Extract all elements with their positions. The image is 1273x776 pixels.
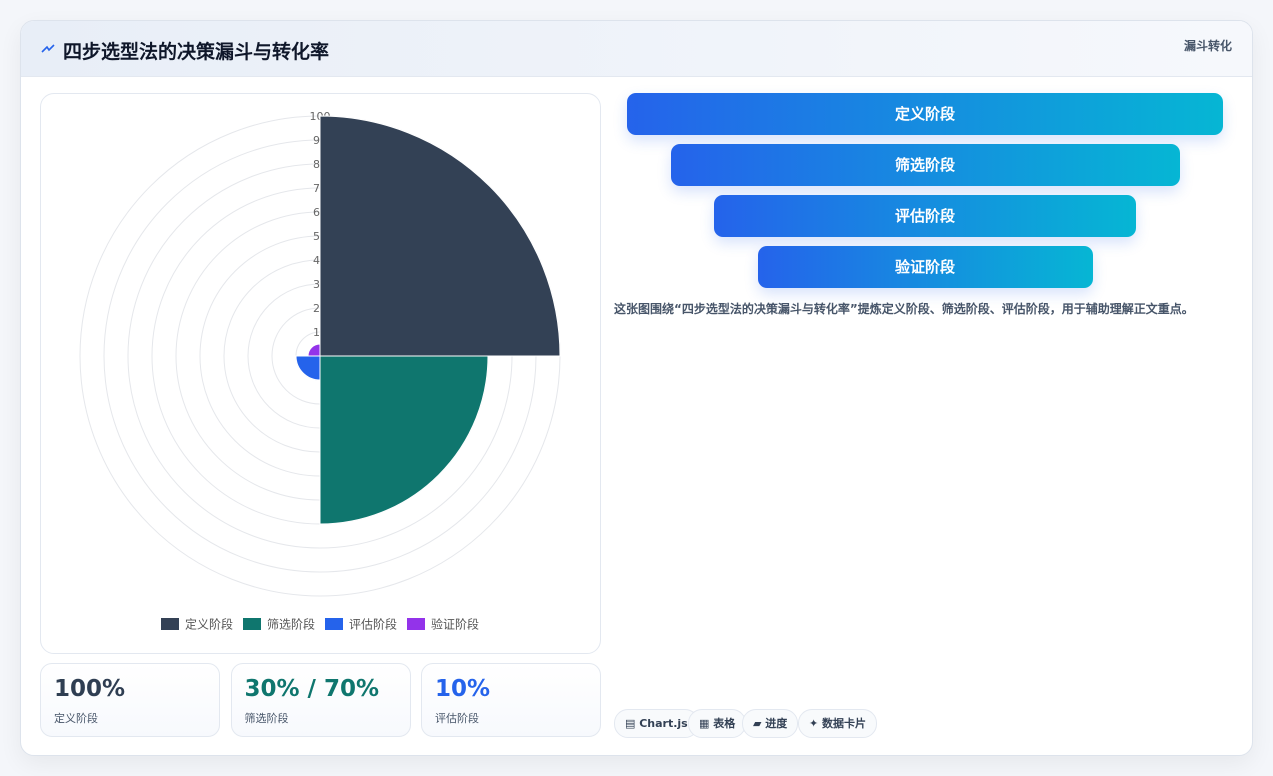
wedge bbox=[319, 355, 489, 525]
stat-value: 10% bbox=[435, 676, 491, 702]
legend-swatch bbox=[161, 618, 179, 630]
funnel-step: 验证阶段 bbox=[757, 246, 1093, 288]
legend-label: 验证阶段 bbox=[431, 617, 479, 632]
header-icon bbox=[41, 44, 55, 53]
legend-label: 评估阶段 bbox=[349, 617, 397, 632]
legend-swatch bbox=[325, 618, 343, 630]
legend-swatch bbox=[243, 618, 261, 630]
wedge bbox=[307, 343, 321, 357]
title: 四步选型法的决策漏斗与转化率 bbox=[63, 41, 330, 63]
tag: ▦ 表格 bbox=[688, 709, 747, 738]
description: 这张图围绕“四步选型法的决策漏斗与转化率”提炼定义阶段、筛选阶段、评估阶段，用于… bbox=[614, 302, 1194, 316]
wedge bbox=[295, 355, 321, 381]
tag: ▤ Chart.js bbox=[614, 709, 699, 738]
stat-label: 筛选阶段 bbox=[244, 712, 289, 725]
stat-label: 定义阶段 bbox=[54, 712, 98, 725]
funnel-step: 评估阶段 bbox=[714, 195, 1136, 237]
legend-label: 筛选阶段 bbox=[267, 617, 315, 632]
stat-value: 100% bbox=[54, 676, 126, 702]
legend-swatch bbox=[407, 618, 425, 630]
funnel-step: 筛选阶段 bbox=[670, 144, 1180, 186]
stat-card: 10% 评估阶段 bbox=[421, 663, 601, 737]
tag: ✦ 数据卡片 bbox=[798, 709, 878, 738]
legend-label: 定义阶段 bbox=[185, 617, 233, 632]
stat-card: 100% 定义阶段 bbox=[40, 663, 220, 737]
stat-card: 30% / 70% 筛选阶段 bbox=[230, 663, 411, 737]
tag: ▰ 进度 bbox=[742, 709, 799, 738]
funnel-step: 定义阶段 bbox=[627, 93, 1223, 135]
card: 四步选型法的决策漏斗与转化率 漏斗转化 10203040506070809010… bbox=[20, 20, 1253, 756]
stat-value: 30% / 70% bbox=[244, 676, 380, 702]
stat-label: 评估阶段 bbox=[435, 712, 479, 725]
wedge bbox=[319, 115, 561, 357]
badge: 漏斗转化 bbox=[1183, 39, 1232, 53]
chart: 102030405060708090100定义阶段筛选阶段评估阶段验证阶段 bbox=[79, 110, 561, 632]
header: 四步选型法的决策漏斗与转化率 漏斗转化 bbox=[21, 21, 1252, 77]
chart-panel: 102030405060708090100定义阶段筛选阶段评估阶段验证阶段 bbox=[40, 93, 601, 654]
